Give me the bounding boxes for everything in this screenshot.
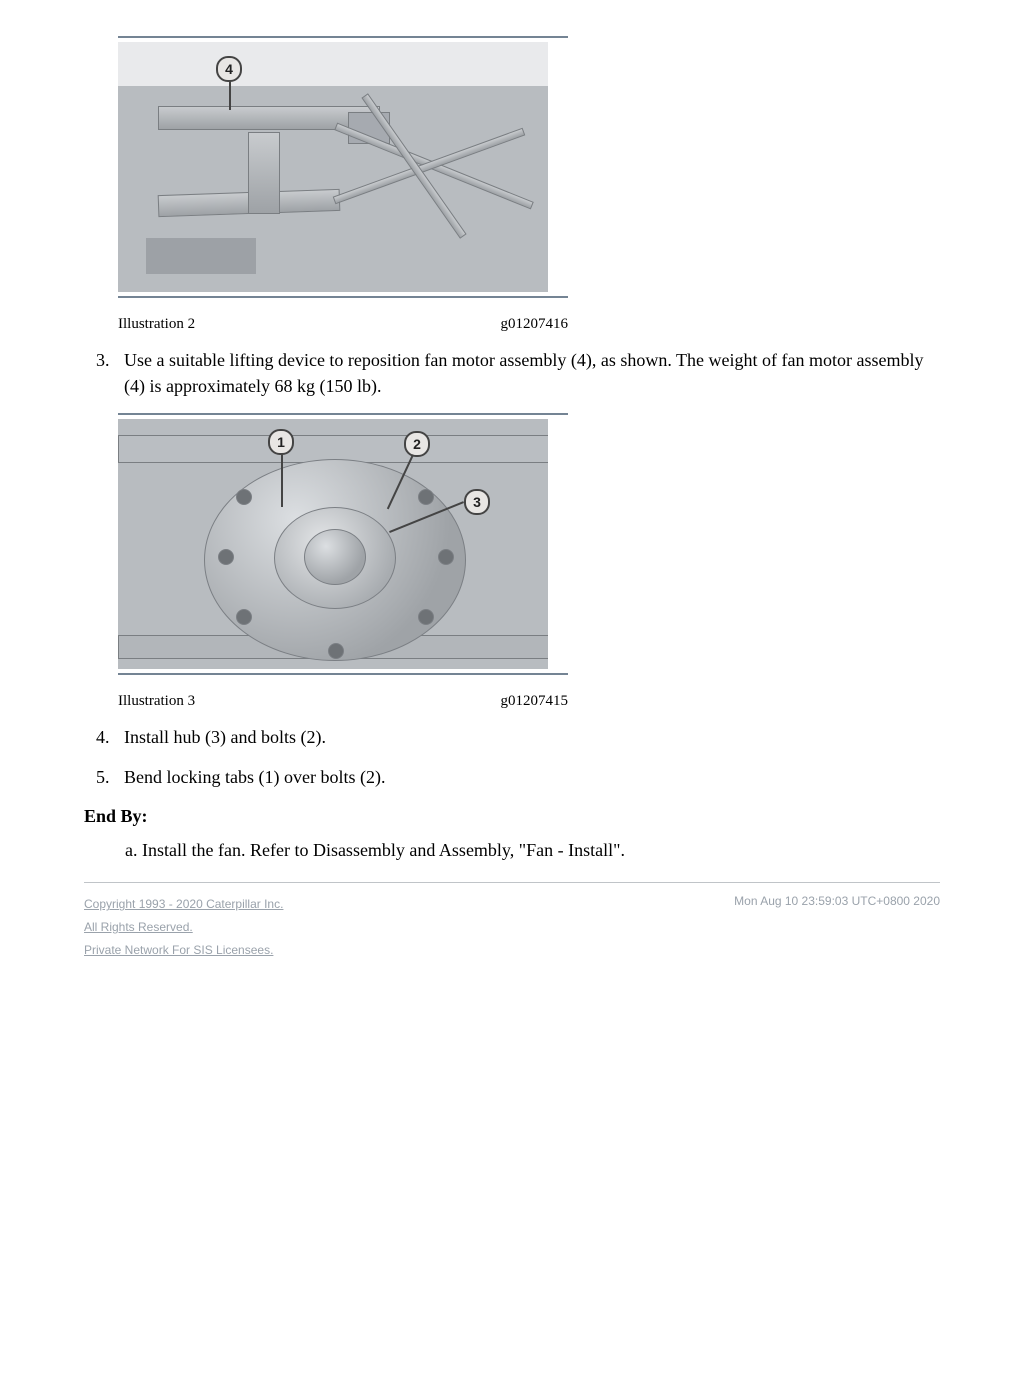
end-by-label: End By: (84, 806, 148, 826)
figure-3-frame: 1 2 3 (118, 413, 568, 675)
step-5-text: Bend locking tabs (1) over bolts (2). (124, 767, 385, 787)
figure-3-caption: Illustration 3 g01207415 (118, 693, 568, 710)
callout-2: 2 (404, 431, 430, 457)
figure-3-image: 1 2 3 (118, 419, 548, 669)
figure-2-caption-left: Illustration 2 (118, 316, 195, 333)
figure-2-frame: 4 (118, 36, 568, 298)
footer-left: Copyright 1993 - 2020 Caterpillar Inc. A… (84, 893, 283, 961)
figure-3-block: 1 2 3 Illustration 3 g01207415 (118, 413, 940, 710)
callout-3-label: 3 (473, 494, 481, 510)
figure-2-block: 4 Illustration 2 g01207416 (118, 36, 940, 333)
callout-3: 3 (464, 489, 490, 515)
step-3: Use a suitable lifting device to reposit… (124, 347, 940, 399)
figure-3-caption-left: Illustration 3 (118, 693, 195, 710)
figure-2-caption-right: g01207416 (501, 316, 569, 333)
footer-divider (84, 882, 940, 883)
step-3-text: Use a suitable lifting device to reposit… (124, 350, 924, 396)
end-by-heading: End By: (84, 806, 940, 827)
figure-2-caption: Illustration 2 g01207416 (118, 316, 568, 333)
figure-3-caption-right: g01207415 (501, 693, 569, 710)
footer-right: Mon Aug 10 23:59:03 UTC+0800 2020 (734, 893, 940, 961)
callout-1-label: 1 (277, 434, 285, 450)
figure-2-image: 4 (118, 42, 548, 292)
footer-timestamp: Mon Aug 10 23:59:03 UTC+0800 2020 (734, 894, 940, 908)
step-4: Install hub (3) and bolts (2). (124, 724, 940, 750)
callout-4: 4 (216, 56, 242, 82)
callout-2-label: 2 (413, 436, 421, 452)
steps-list-4-5: Install hub (3) and bolts (2). Bend lock… (84, 724, 940, 790)
footer-copyright-link[interactable]: Copyright 1993 - 2020 Caterpillar Inc. (84, 893, 283, 916)
callout-4-label: 4 (225, 61, 233, 77)
footer: Copyright 1993 - 2020 Caterpillar Inc. A… (84, 893, 940, 961)
step-5: Bend locking tabs (1) over bolts (2). (124, 764, 940, 790)
end-by-list: Install the fan. Refer to Disassembly an… (84, 837, 940, 864)
document-page: 4 Illustration 2 g01207416 Use a suitabl… (0, 0, 1024, 1002)
end-by-item-a-text: Install the fan. Refer to Disassembly an… (142, 840, 625, 860)
footer-rights-link[interactable]: All Rights Reserved. (84, 916, 283, 939)
steps-list-3: Use a suitable lifting device to reposit… (84, 347, 940, 399)
end-by-item-a: Install the fan. Refer to Disassembly an… (142, 837, 940, 864)
callout-1: 1 (268, 429, 294, 455)
footer-network-link[interactable]: Private Network For SIS Licensees. (84, 939, 283, 962)
step-4-text: Install hub (3) and bolts (2). (124, 727, 326, 747)
